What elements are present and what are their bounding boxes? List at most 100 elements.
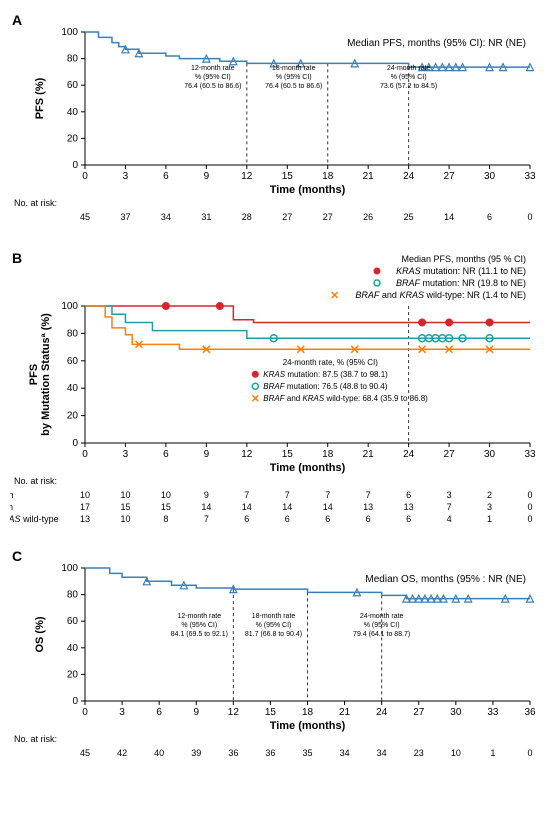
svg-text:27: 27: [444, 171, 456, 182]
svg-text:39: 39: [191, 748, 201, 758]
svg-text:10: 10: [451, 748, 461, 758]
svg-text:27: 27: [444, 449, 456, 460]
svg-text:24-month rate: 24-month rate: [387, 65, 431, 72]
svg-text:34: 34: [340, 748, 350, 758]
svg-text:0: 0: [527, 490, 532, 500]
svg-text:36: 36: [228, 748, 238, 758]
svg-text:% (95% CI): % (95% CI): [181, 622, 217, 629]
svg-text:40: 40: [67, 107, 79, 118]
svg-text:100: 100: [61, 301, 78, 312]
svg-text:15: 15: [120, 502, 130, 512]
svg-text:No. at risk:: No. at risk:: [14, 198, 57, 208]
svg-text:BRAF mutation: BRAF mutation: [10, 502, 13, 512]
svg-text:24: 24: [376, 707, 388, 718]
svg-text:12: 12: [241, 171, 253, 182]
svg-text:0: 0: [82, 449, 88, 460]
svg-text:6: 6: [325, 514, 330, 524]
svg-text:76.4 (60.5 to 86.6): 76.4 (60.5 to 86.6): [265, 83, 322, 90]
svg-text:6: 6: [163, 171, 169, 182]
svg-text:84.1 (69.5 to 92.1): 84.1 (69.5 to 92.1): [171, 631, 228, 638]
svg-text:37: 37: [120, 212, 130, 222]
svg-text:7: 7: [244, 490, 249, 500]
svg-text:36: 36: [265, 748, 275, 758]
svg-text:21: 21: [363, 449, 375, 460]
svg-text:79.4 (64.1 to 88.7): 79.4 (64.1 to 88.7): [353, 631, 410, 638]
svg-text:80: 80: [67, 328, 79, 339]
svg-text:24: 24: [403, 171, 415, 182]
svg-text:6: 6: [285, 514, 290, 524]
svg-text:14: 14: [242, 502, 252, 512]
svg-text:0: 0: [527, 514, 532, 524]
svg-text:80: 80: [67, 54, 79, 65]
svg-text:34: 34: [161, 212, 171, 222]
svg-text:Median PFS, months (95% CI): N: Median PFS, months (95% CI): NR (NE): [347, 38, 526, 49]
svg-text:% (95% CI): % (95% CI): [256, 622, 292, 629]
svg-text:No. at risk:: No. at risk:: [14, 476, 57, 486]
svg-text:35: 35: [302, 748, 312, 758]
svg-text:9: 9: [204, 171, 210, 182]
svg-text:0: 0: [527, 748, 532, 758]
panel-C-label: C: [12, 548, 22, 564]
svg-text:% (95% CI): % (95% CI): [276, 74, 312, 81]
svg-text:18-month rate: 18-month rate: [252, 613, 296, 620]
svg-text:31: 31: [201, 212, 211, 222]
svg-text:27: 27: [323, 212, 333, 222]
svg-text:20: 20: [67, 411, 79, 422]
svg-text:15: 15: [282, 449, 294, 460]
svg-text:3: 3: [119, 707, 125, 718]
svg-text:14: 14: [444, 212, 454, 222]
svg-text:76.4 (60.5 to 86.6): 76.4 (60.5 to 86.6): [184, 83, 241, 90]
svg-text:14: 14: [323, 502, 333, 512]
svg-text:12-month rate: 12-month rate: [178, 613, 222, 620]
svg-text:6: 6: [244, 514, 249, 524]
svg-text:14: 14: [282, 502, 292, 512]
svg-text:PFS (%): PFS (%): [34, 77, 46, 119]
chart-B: 03691215182124273033020406080100Time (mo…: [10, 248, 550, 538]
svg-text:3: 3: [447, 490, 452, 500]
svg-text:30: 30: [484, 171, 496, 182]
svg-text:14: 14: [201, 502, 211, 512]
svg-text:10: 10: [120, 490, 130, 500]
svg-text:KRAS mutation: 87.5 (38.7 to 9: KRAS mutation: 87.5 (38.7 to 98.1): [263, 370, 388, 379]
svg-text:60: 60: [67, 80, 79, 91]
svg-text:36: 36: [524, 707, 536, 718]
svg-text:0: 0: [527, 212, 532, 222]
svg-text:6: 6: [366, 514, 371, 524]
svg-text:18: 18: [302, 707, 314, 718]
svg-text:4: 4: [447, 514, 452, 524]
svg-text:8: 8: [163, 514, 168, 524]
svg-text:33: 33: [524, 449, 536, 460]
panel-B: B 03691215182124273033020406080100Time (…: [10, 248, 550, 538]
svg-text:23: 23: [414, 748, 424, 758]
svg-text:6: 6: [487, 212, 492, 222]
svg-text:6: 6: [406, 514, 411, 524]
svg-text:6: 6: [156, 707, 162, 718]
svg-text:30: 30: [484, 449, 496, 460]
svg-text:by Mutation Statusª (%): by Mutation Statusª (%): [40, 313, 52, 436]
svg-text:12-month rate: 12-month rate: [191, 65, 235, 72]
svg-text:34: 34: [377, 748, 387, 758]
svg-text:13: 13: [404, 502, 414, 512]
svg-text:13: 13: [80, 514, 90, 524]
svg-text:18: 18: [322, 449, 334, 460]
svg-text:0: 0: [72, 438, 78, 449]
svg-text:13: 13: [363, 502, 373, 512]
svg-text:9: 9: [204, 449, 210, 460]
svg-text:3: 3: [123, 171, 129, 182]
svg-text:10: 10: [161, 490, 171, 500]
svg-text:PFS: PFS: [28, 364, 40, 385]
svg-text:20: 20: [67, 133, 79, 144]
svg-text:24-month rate: 24-month rate: [360, 613, 404, 620]
svg-text:6: 6: [406, 490, 411, 500]
svg-text:25: 25: [404, 212, 414, 222]
svg-text:45: 45: [80, 748, 90, 758]
svg-text:60: 60: [67, 616, 79, 627]
svg-text:9: 9: [204, 490, 209, 500]
svg-text:40: 40: [154, 748, 164, 758]
svg-text:% (95% CI): % (95% CI): [364, 622, 400, 629]
svg-text:15: 15: [282, 171, 294, 182]
svg-text:OS (%): OS (%): [34, 616, 46, 652]
svg-text:BRAF and KRAS wild-type: BRAF and KRAS wild-type: [10, 514, 59, 524]
svg-text:100: 100: [61, 563, 78, 574]
svg-text:7: 7: [325, 490, 330, 500]
